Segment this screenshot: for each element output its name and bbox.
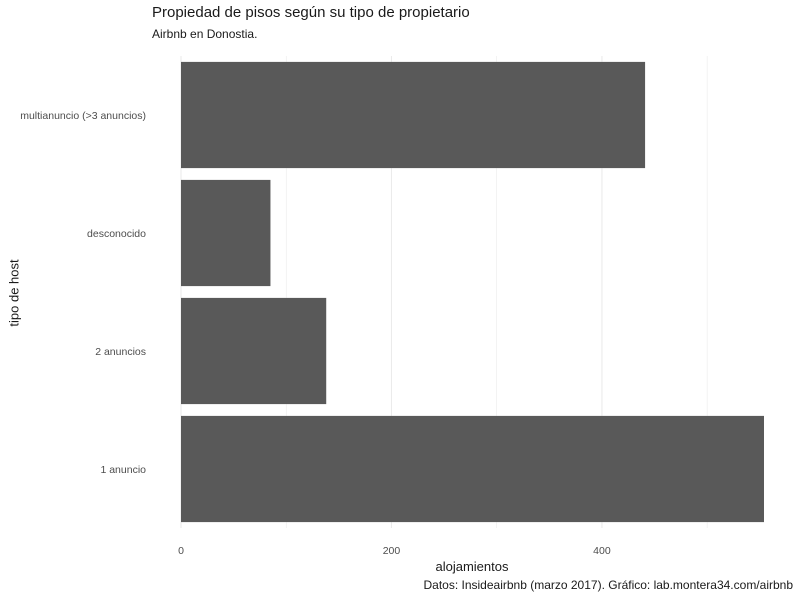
y-axis-label: tipo de host [6,259,22,327]
y-tick-label: 1 anuncio [100,464,146,476]
bar [181,179,271,287]
x-tick-label: 0 [178,545,184,557]
bar [181,415,764,523]
x-axis-ticks: 0 200 400 [178,545,611,557]
bars [181,61,764,523]
y-axis-ticks: 1 anuncio 2 anuncios desconocido multianunc… [20,110,146,476]
y-tick-label: multianuncio (>3 anuncios) [20,110,146,122]
chart-caption: Datos: Insideairbnb (marzo 2017). Gráfic… [423,578,793,592]
x-tick-label: 400 [593,545,611,557]
bar [181,297,327,405]
y-tick-label: 2 anuncios [95,346,146,358]
x-tick-label: 200 [383,545,401,557]
x-axis-label: alojamientos [435,559,509,574]
y-tick-label: desconocido [87,228,146,240]
chart-title: Propiedad de pisos según su tipo de prop… [152,4,470,21]
bar [181,61,646,169]
chart-subtitle: Airbnb en Donostia. [152,27,258,41]
